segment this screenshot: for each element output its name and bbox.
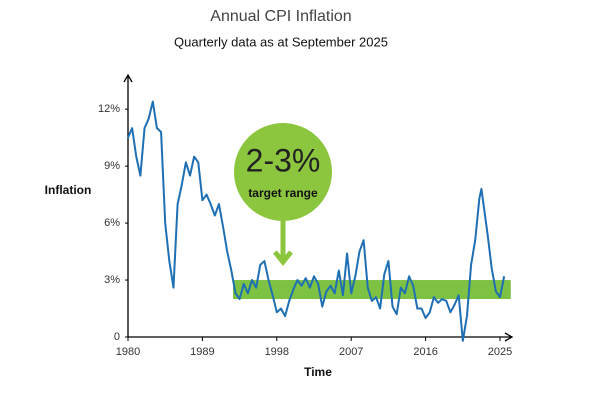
chart-title: Annual CPI Inflation — [210, 8, 351, 25]
y-axis-label: Inflation — [45, 183, 92, 197]
annotation-circle — [234, 123, 332, 221]
x-axis — [128, 332, 514, 342]
chart-subtitle: Quarterly data as at September 2025 — [174, 34, 388, 49]
x-axis-label: Time — [304, 365, 332, 379]
x-tick-label: 1980 — [116, 346, 140, 358]
y-axis — [123, 73, 133, 337]
x-tick-label: 1989 — [190, 346, 214, 358]
y-tick-label: 3% — [104, 274, 120, 286]
annotation-arrow — [273, 218, 293, 267]
x-tick-label: 2025 — [488, 346, 512, 358]
series-line — [127, 100, 506, 342]
annotation-text: target range — [248, 186, 318, 200]
annotation-title: 2-3% — [246, 142, 321, 178]
x-tick-label: 1998 — [265, 346, 289, 358]
x-tick-label: 2016 — [413, 346, 437, 358]
y-tick-label: 6% — [104, 217, 120, 229]
x-tick-label: 2007 — [339, 346, 363, 358]
y-tick-label: 12% — [98, 103, 120, 115]
y-tick-label: 0 — [114, 331, 120, 343]
y-tick-label: 9% — [104, 160, 120, 172]
